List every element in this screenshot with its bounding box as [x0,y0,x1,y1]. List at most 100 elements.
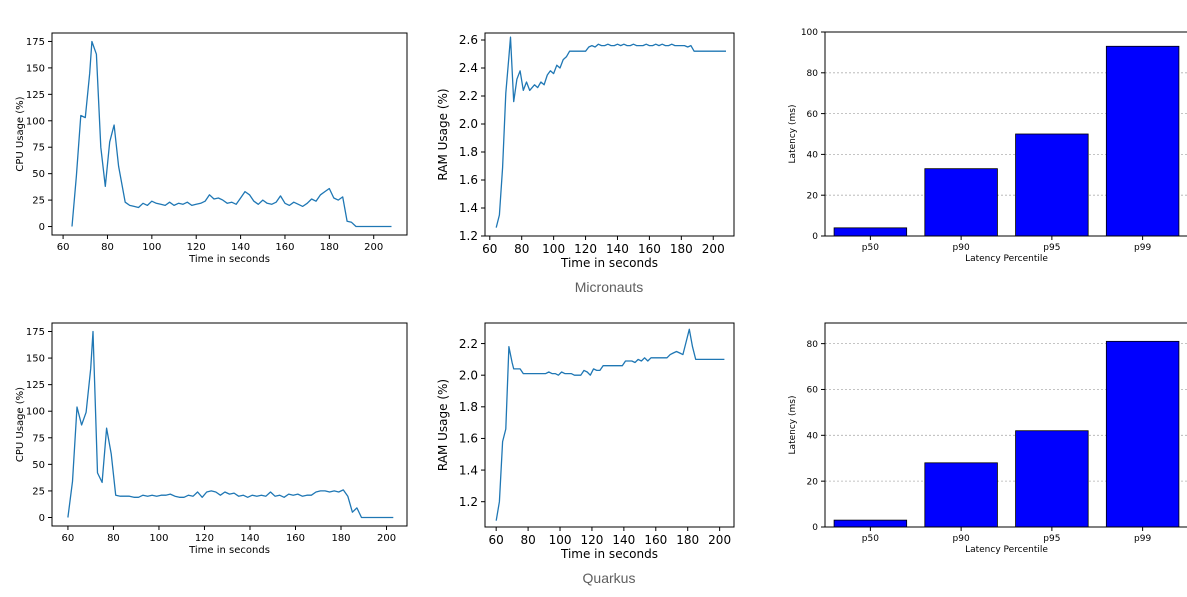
x-tick-label: 100 [542,242,565,256]
x-tick-label: 60 [57,242,70,253]
series-line [67,330,394,519]
y-tick-label: 100 [26,407,45,418]
y-axis-label: Latency (ms) [788,105,798,164]
x-tick-label: 180 [331,533,350,544]
series-line [495,328,725,521]
y-tick-label: 175 [26,327,45,338]
plot-frame [824,31,1187,237]
bar-p50 [833,519,908,528]
x-tick-label: p50 [862,534,879,544]
y-tick-label: 2.6 [459,33,478,47]
y-tick-label: 60 [807,110,819,120]
y-tick-label: 0 [39,222,45,233]
y-tick-label: 2.0 [459,117,478,131]
x-tick-label: 120 [187,242,206,253]
y-tick-label: 1.8 [459,400,478,414]
y-tick-label: 20 [807,477,819,487]
x-axis-label: Time in seconds [188,545,270,556]
y-tick-label: 80 [807,69,819,79]
y-tick-label: 2.2 [459,89,478,103]
y-tick-label: 1.6 [459,432,478,446]
y-tick-label: 1.2 [459,229,478,243]
x-tick-label: 180 [670,242,693,256]
y-tick-label: 60 [807,386,819,396]
x-tick-label: 160 [638,242,661,256]
x-axis-label: Time in seconds [188,254,270,265]
bar-p95 [1015,133,1089,237]
y-tick-label: 100 [801,28,818,38]
x-tick-label: 200 [702,242,725,256]
y-axis-label: RAM Usage (%) [436,379,450,471]
x-tick-label: p95 [1043,243,1060,253]
y-tick-label: 80 [807,340,819,350]
x-axis-label: Latency Percentile [965,254,1048,264]
y-tick-label: 20 [807,191,819,201]
bar-p90 [924,168,998,237]
x-tick-label: 180 [320,242,339,253]
x-tick-label: 80 [107,533,120,544]
bar-p99 [1105,45,1180,237]
x-tick-label: 100 [149,533,168,544]
x-axis-label: Latency Percentile [965,545,1048,555]
x-tick-label: p95 [1043,534,1060,544]
x-tick-label: p90 [953,534,970,544]
series-line [71,40,392,228]
y-tick-label: 1.8 [459,145,478,159]
series-line [495,36,726,228]
y-tick-label: 125 [26,90,45,101]
x-tick-label: 180 [676,533,699,547]
x-tick-label: 80 [101,242,114,253]
x-tick-label: 100 [549,533,572,547]
x-tick-label: 80 [520,533,535,547]
y-tick-label: 25 [32,196,45,207]
x-tick-label: 140 [606,242,629,256]
x-axis-label: Time in seconds [560,547,658,561]
micronauts-ram-chart: 60 80 100 120 140 160 180 200 1.2 1.4 1.6 1.8 2.0 2.2… [436,32,735,270]
micronauts-latency-chart: p50 p90 p95 p99 0 20 40 60 80 100 Latency Percenti… [788,28,1187,264]
y-tick-label: 25 [32,486,45,497]
y-tick-label: 40 [807,151,819,161]
x-tick-label: p99 [1134,243,1151,253]
x-tick-label: 120 [574,242,597,256]
y-tick-label: 175 [26,37,45,48]
plot-frame [484,32,735,237]
y-tick-label: 0 [812,232,818,242]
x-tick-label: 120 [195,533,214,544]
x-tick-label: 140 [231,242,250,253]
x-tick-label: 140 [240,533,259,544]
y-tick-label: 125 [26,380,45,391]
y-tick-label: 150 [26,63,45,74]
y-tick-label: 40 [807,431,819,441]
quarkus-cpu-chart: 60 80 100 120 140 160 180 200 0 25 50 75 100 125 150 17… [15,322,408,556]
y-tick-label: 2.2 [459,337,478,351]
y-tick-label: 50 [32,169,45,180]
x-tick-label: 80 [514,242,529,256]
x-tick-label: p90 [953,243,970,253]
x-tick-label: 200 [708,533,731,547]
plot-frame [484,322,735,528]
y-tick-label: 0 [812,523,818,533]
y-axis-label: RAM Usage (%) [436,88,450,180]
y-tick-label: 2.4 [459,61,478,75]
quarkus-caption: Quarkus [582,570,636,586]
plot-frame [51,32,408,236]
micronauts-cpu-chart: 60 80 100 120 140 160 180 200 0 25 50 75 100 125 150 17… [15,32,408,265]
x-tick-label: 140 [612,533,635,547]
y-axis-label: Latency (ms) [788,396,798,455]
x-tick-label: 120 [580,533,603,547]
x-tick-label: 60 [489,533,504,547]
y-tick-label: 150 [26,354,45,365]
x-tick-label: 160 [286,533,305,544]
y-tick-label: 100 [26,116,45,127]
x-tick-label: 160 [644,533,667,547]
x-tick-label: 60 [482,242,497,256]
bar-p95 [1015,430,1089,528]
bar-p90 [924,462,998,528]
x-tick-label: 200 [377,533,396,544]
x-tick-label: p50 [862,243,879,253]
quarkus-latency-chart: p50 p90 p95 p99 0 20 40 60 80 Latency Percentile L… [788,322,1187,555]
x-tick-label: 100 [142,242,161,253]
y-axis-label: CPU Usage (%) [15,96,26,171]
y-tick-label: 0 [39,513,45,524]
x-axis-label: Time in seconds [560,256,658,270]
